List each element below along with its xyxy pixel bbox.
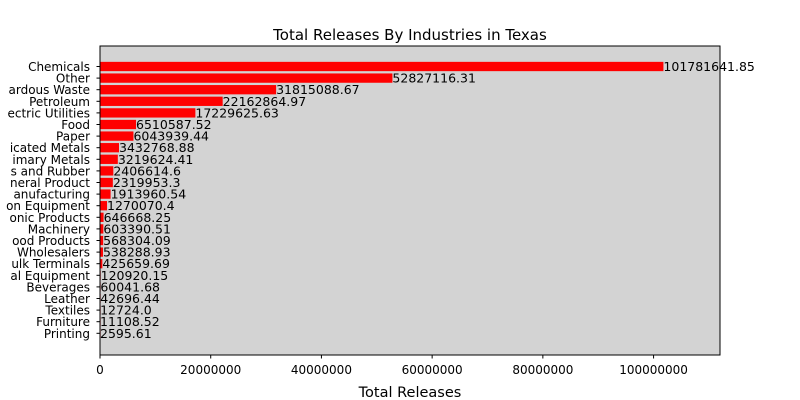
chart-title: Total Releases By Industries in Texas xyxy=(272,26,547,44)
bar-value-label: 646668.25 xyxy=(104,210,172,225)
bar xyxy=(100,177,113,188)
y-tick-label: anufacturing xyxy=(13,188,90,202)
bar xyxy=(100,85,277,95)
bar xyxy=(100,247,103,257)
bar-value-label: 31815088.67 xyxy=(276,82,360,97)
bar-value-label: 17229625.63 xyxy=(195,105,279,120)
y-tick-label: Beverages xyxy=(26,280,90,294)
bar-value-label: 101781641.85 xyxy=(663,59,754,74)
bar xyxy=(100,166,114,176)
y-tick-label: onic Products xyxy=(9,211,90,225)
y-tick-label: Printing xyxy=(44,327,90,341)
y-tick-label: ectric Utilities xyxy=(7,106,90,120)
y-tick-label: Food xyxy=(61,118,90,132)
y-tick-label: Petroleum xyxy=(29,95,90,109)
bar-value-label: 568304.09 xyxy=(103,233,171,248)
y-tick-label: al Equipment xyxy=(10,269,90,283)
x-tick-label: 20000000 xyxy=(180,363,241,377)
y-tick-label: Machinery xyxy=(28,222,90,236)
bar-value-label: 2319953.3 xyxy=(113,175,181,190)
y-tick-label: Paper xyxy=(56,130,90,144)
bar xyxy=(100,108,196,118)
x-tick-label: 60000000 xyxy=(402,363,463,377)
y-tick-label: s and Rubber xyxy=(11,164,90,178)
x-tick-label: 80000000 xyxy=(512,363,573,377)
bar-value-label: 12724.0 xyxy=(100,303,152,318)
bar-value-label: 538288.93 xyxy=(103,245,171,260)
bar xyxy=(100,61,664,72)
y-tick-label: Chemicals xyxy=(28,60,90,74)
y-tick-label: imary Metals xyxy=(12,153,90,167)
bar-value-label: 2595.61 xyxy=(100,326,152,341)
bar xyxy=(100,212,104,222)
bar xyxy=(100,119,137,130)
bar-value-label: 22162864.97 xyxy=(223,94,307,109)
bar-value-label: 60041.68 xyxy=(100,279,160,294)
y-tick-label: neral Product xyxy=(10,176,90,190)
bar xyxy=(100,143,120,153)
bar-value-label: 3432768.88 xyxy=(119,140,195,155)
x-tick-label: 0 xyxy=(96,363,104,377)
bar-value-label: 2406614.6 xyxy=(113,163,181,178)
x-tick-label: 100000000 xyxy=(619,363,688,377)
x-axis-ticks: 0 20000000 40000000 60000000 80000000 1000000… xyxy=(96,355,688,377)
y-tick-label: on Equipment xyxy=(6,199,90,213)
y-tick-label: Furniture xyxy=(36,315,90,329)
bar xyxy=(100,201,108,211)
x-axis-label: Total Releases xyxy=(358,385,462,400)
bar xyxy=(100,235,104,246)
bar xyxy=(100,259,103,269)
y-tick-label: ood Products xyxy=(12,234,90,248)
y-tick-label: ulk Terminals xyxy=(11,257,90,271)
y-tick-label: Leather xyxy=(44,292,90,306)
y-tick-label: Wholesalers xyxy=(17,246,90,260)
y-tick-label: ardous Waste xyxy=(9,83,91,97)
bars-group xyxy=(100,61,664,338)
bar-value-label: 52827116.31 xyxy=(392,71,476,86)
bar-value-label: 3219624.41 xyxy=(118,152,194,167)
bar-value-label: 425659.69 xyxy=(102,256,170,271)
y-tick-label: Textiles xyxy=(44,304,90,318)
bar-value-label: 120920.15 xyxy=(101,268,169,283)
bar-value-label: 11108.52 xyxy=(100,314,160,329)
bar-value-label: 42696.44 xyxy=(100,291,160,306)
bar-value-label: 6510587.52 xyxy=(136,117,212,132)
bar-value-label: 1913960.54 xyxy=(111,187,187,202)
bar xyxy=(100,154,118,164)
y-tick-label: icated Metals xyxy=(10,141,90,155)
bar-value-label: 6043939.44 xyxy=(133,129,209,144)
bar-value-label: 1270070.4 xyxy=(107,198,175,213)
bar xyxy=(100,224,104,234)
plot-frame xyxy=(99,45,721,356)
y-tick-label: Other xyxy=(56,72,90,86)
x-tick-label: 40000000 xyxy=(291,363,352,377)
bar xyxy=(100,73,393,83)
bar xyxy=(100,96,223,106)
bar-value-label: 603390.51 xyxy=(103,221,171,236)
bar xyxy=(100,131,134,141)
bar xyxy=(100,189,111,199)
value-labels: 101781641.85 52827116.31 31815088.67221628… xyxy=(100,59,755,341)
